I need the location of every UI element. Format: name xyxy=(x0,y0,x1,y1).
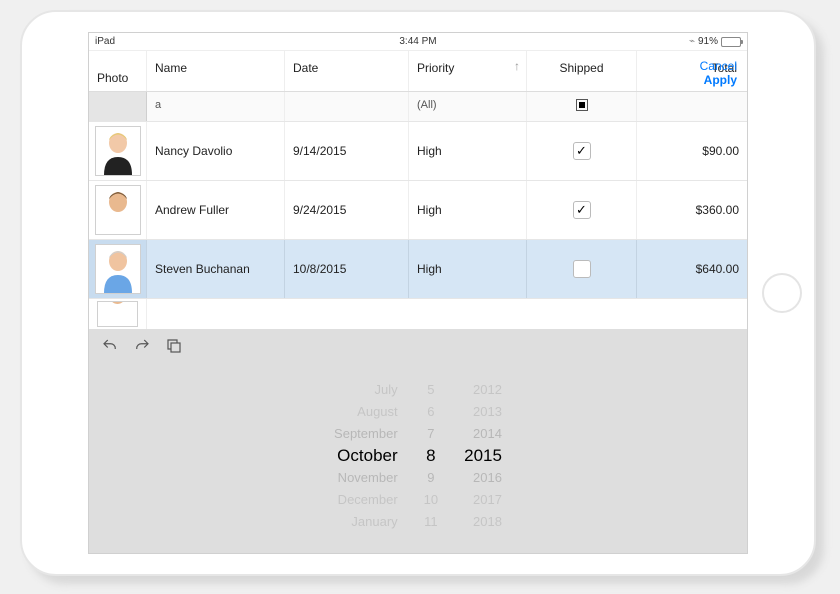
picker-item[interactable]: October xyxy=(337,445,397,467)
picker-day[interactable]: 567891011 xyxy=(424,359,438,553)
filter-shipped-checkbox[interactable] xyxy=(576,99,588,111)
header-priority-label: Priority xyxy=(417,61,454,75)
picker-item[interactable]: November xyxy=(338,467,398,489)
picker-item[interactable]: January xyxy=(351,511,397,533)
home-button[interactable] xyxy=(762,273,802,313)
avatar xyxy=(95,185,141,235)
picker-item[interactable]: 11 xyxy=(424,511,438,533)
status-time: 3:44 PM xyxy=(399,36,436,47)
picker-item[interactable]: 2017 xyxy=(473,489,502,511)
picker-item[interactable]: 2012 xyxy=(473,379,502,401)
undo-icon[interactable] xyxy=(101,337,119,355)
filter-priority[interactable]: (All) xyxy=(409,92,527,121)
picker-item[interactable]: 6 xyxy=(427,401,434,423)
shipped-checkbox[interactable] xyxy=(573,260,591,278)
shipped-checkbox[interactable] xyxy=(573,142,591,160)
filter-shipped[interactable] xyxy=(527,92,637,121)
cell-date: 9/24/2015 xyxy=(285,181,409,239)
picker-item[interactable]: 2013 xyxy=(473,401,502,423)
apply-button[interactable]: Apply xyxy=(704,73,737,87)
avatar xyxy=(97,301,138,327)
cell-total: $640.00 xyxy=(637,240,747,298)
shipped-checkbox[interactable] xyxy=(573,201,591,219)
picker-item[interactable]: 2018 xyxy=(473,511,502,533)
header-actions: Cancel Apply xyxy=(637,59,737,87)
cell-total: $90.00 xyxy=(637,122,747,180)
bluetooth-icon: ⌁ xyxy=(689,36,695,47)
battery-percent: 91% xyxy=(698,36,718,47)
cell-priority: High xyxy=(409,240,527,298)
date-picker[interactable]: JulyAugustSeptemberOctoberNovemberDecemb… xyxy=(334,359,502,553)
cell-name: Nancy Davolio xyxy=(147,122,285,180)
header-priority[interactable]: Priority ↑ xyxy=(409,51,527,91)
table-row[interactable]: Nancy Davolio9/14/2015High $90.00 xyxy=(89,122,747,181)
picker-item[interactable]: 2015 xyxy=(464,445,502,467)
filter-total[interactable] xyxy=(637,92,747,121)
picker-year[interactable]: 2012201320142015201620172018 xyxy=(464,359,502,553)
table-header: Photo Name Date Priority ↑ Shipped Total… xyxy=(89,51,747,92)
avatar xyxy=(95,126,141,176)
battery-icon xyxy=(721,37,741,47)
bottom-panel: JulyAugustSeptemberOctoberNovemberDecemb… xyxy=(89,329,747,553)
sort-ascending-icon: ↑ xyxy=(514,59,520,73)
picker-month[interactable]: JulyAugustSeptemberOctoberNovemberDecemb… xyxy=(334,359,398,553)
picker-item[interactable]: 5 xyxy=(427,379,434,401)
cell-priority: High xyxy=(409,122,527,180)
filter-photo xyxy=(89,92,147,121)
picker-item[interactable]: 2016 xyxy=(473,467,502,489)
picker-item[interactable]: December xyxy=(338,489,398,511)
table-row-peek xyxy=(89,299,747,329)
copy-icon[interactable] xyxy=(165,337,183,355)
app-screen: iPad 3:44 PM ⌁ 91% Photo Name Date Prior… xyxy=(88,32,748,554)
table-body: Nancy Davolio9/14/2015High$90.00Andrew F… xyxy=(89,122,747,299)
avatar xyxy=(95,244,141,294)
table-row[interactable]: Steven Buchanan10/8/2015High $640.00 xyxy=(89,240,747,299)
filter-date[interactable] xyxy=(285,92,409,121)
picker-item[interactable]: September xyxy=(334,423,398,445)
filter-row: a (All) xyxy=(89,92,747,122)
picker-item[interactable]: 10 xyxy=(424,489,438,511)
ipad-frame: iPad 3:44 PM ⌁ 91% Photo Name Date Prior… xyxy=(20,10,816,576)
header-shipped[interactable]: Shipped xyxy=(527,51,637,91)
header-total: Total Cancel Apply xyxy=(637,51,747,91)
cell-name: Andrew Fuller xyxy=(147,181,285,239)
filter-name[interactable]: a xyxy=(147,92,285,121)
header-name[interactable]: Name xyxy=(147,51,285,91)
cancel-button[interactable]: Cancel xyxy=(700,59,737,73)
status-bar: iPad 3:44 PM ⌁ 91% xyxy=(89,33,747,51)
picker-item[interactable]: 8 xyxy=(426,445,435,467)
picker-item[interactable]: July xyxy=(375,379,398,401)
picker-item[interactable]: 9 xyxy=(427,467,434,489)
header-date[interactable]: Date xyxy=(285,51,409,91)
edit-toolbar xyxy=(89,329,747,363)
picker-item[interactable]: 2014 xyxy=(473,423,502,445)
cell-total: $360.00 xyxy=(637,181,747,239)
cell-date: 9/14/2015 xyxy=(285,122,409,180)
picker-item[interactable]: 7 xyxy=(427,423,434,445)
redo-icon[interactable] xyxy=(133,337,151,355)
picker-item[interactable]: August xyxy=(357,401,397,423)
carrier-label: iPad xyxy=(95,36,115,47)
cell-name: Steven Buchanan xyxy=(147,240,285,298)
cell-priority: High xyxy=(409,181,527,239)
cell-date: 10/8/2015 xyxy=(285,240,409,298)
table-row[interactable]: Andrew Fuller9/24/2015High $360.00 xyxy=(89,181,747,240)
header-photo[interactable]: Photo xyxy=(89,51,147,91)
